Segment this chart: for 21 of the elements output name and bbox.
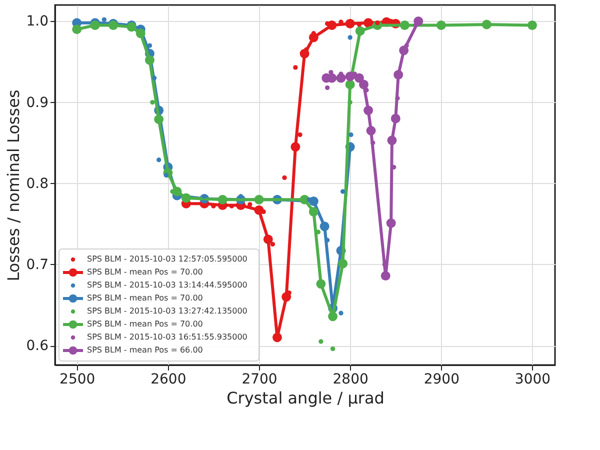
x-axis-title: Crystal angle / μrad — [226, 388, 384, 408]
legend-label: SPS BLM - 2015-10-03 13:14:44.595000 — [87, 280, 248, 290]
legend-label: SPS BLM - 2015-10-03 12:57:05.595000 — [87, 254, 248, 264]
y-axis-title: Losses / nominal Losses — [4, 90, 24, 282]
y-tick-label: 0.6 — [26, 338, 49, 354]
legend-label: SPS BLM - mean Pos = 70.00 — [87, 294, 203, 302]
legend-label: SPS BLM - mean Pos = 66.00 — [87, 346, 203, 354]
y-tick-label: 0.7 — [26, 256, 48, 273]
y-tick-label: 0.8 — [26, 176, 48, 192]
x-tick-label: 2800 — [332, 372, 368, 388]
legend-label: SPS BLM - 2015-10-03 16:51:55.935000 — [87, 332, 248, 342]
x-tick-label: 2900 — [424, 372, 460, 388]
y-tick-label: 1.0 — [26, 14, 48, 30]
x-tick-label: 3000 — [514, 372, 551, 388]
x-tick-label: 2500 — [60, 372, 96, 388]
legend-label: SPS BLM - mean Pos = 70.00 — [87, 268, 203, 276]
x-tick-label: 2600 — [150, 372, 186, 388]
legend-label: SPS BLM - mean Pos = 70.00 — [87, 320, 203, 328]
legend-label: SPS BLM - 2015-10-03 13:27:42.135000 — [87, 306, 248, 316]
y-tick-label: 0.9 — [26, 94, 48, 111]
x-tick-label: 2700 — [242, 372, 278, 388]
